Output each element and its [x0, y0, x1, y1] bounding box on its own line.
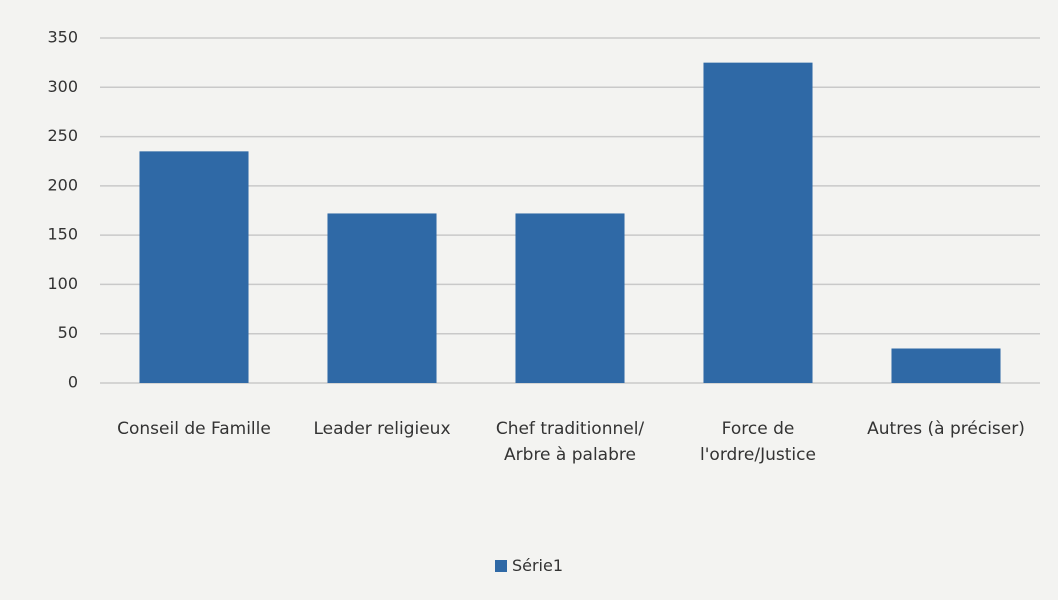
y-tick-label: 300: [47, 77, 78, 96]
y-tick-label: 150: [47, 225, 78, 244]
bar: [703, 62, 813, 384]
bar: [139, 151, 249, 383]
legend: Série1: [0, 556, 1058, 575]
legend-swatch: [494, 560, 507, 572]
bar: [327, 213, 437, 383]
bar: [891, 348, 1001, 383]
x-tick-label: Force de l'ordre/Justice: [700, 419, 816, 465]
y-tick-label: 200: [47, 175, 78, 194]
legend-label: Série1: [511, 556, 564, 575]
y-tick-label: 0: [68, 373, 78, 392]
y-tick-label: 100: [47, 274, 78, 293]
y-tick-label: 50: [58, 323, 78, 342]
x-tick-label: Autres (à préciser): [867, 419, 1025, 439]
bar: [515, 213, 625, 383]
y-tick-label: 350: [47, 28, 78, 47]
y-tick-label: 250: [47, 126, 78, 145]
legend-item: Série1: [494, 556, 564, 575]
x-tick-label: Chef traditionnel/ Arbre à palabre: [495, 419, 645, 465]
x-tick-label: Leader religieux: [313, 419, 451, 439]
x-tick-label: Conseil de Famille: [117, 419, 271, 439]
